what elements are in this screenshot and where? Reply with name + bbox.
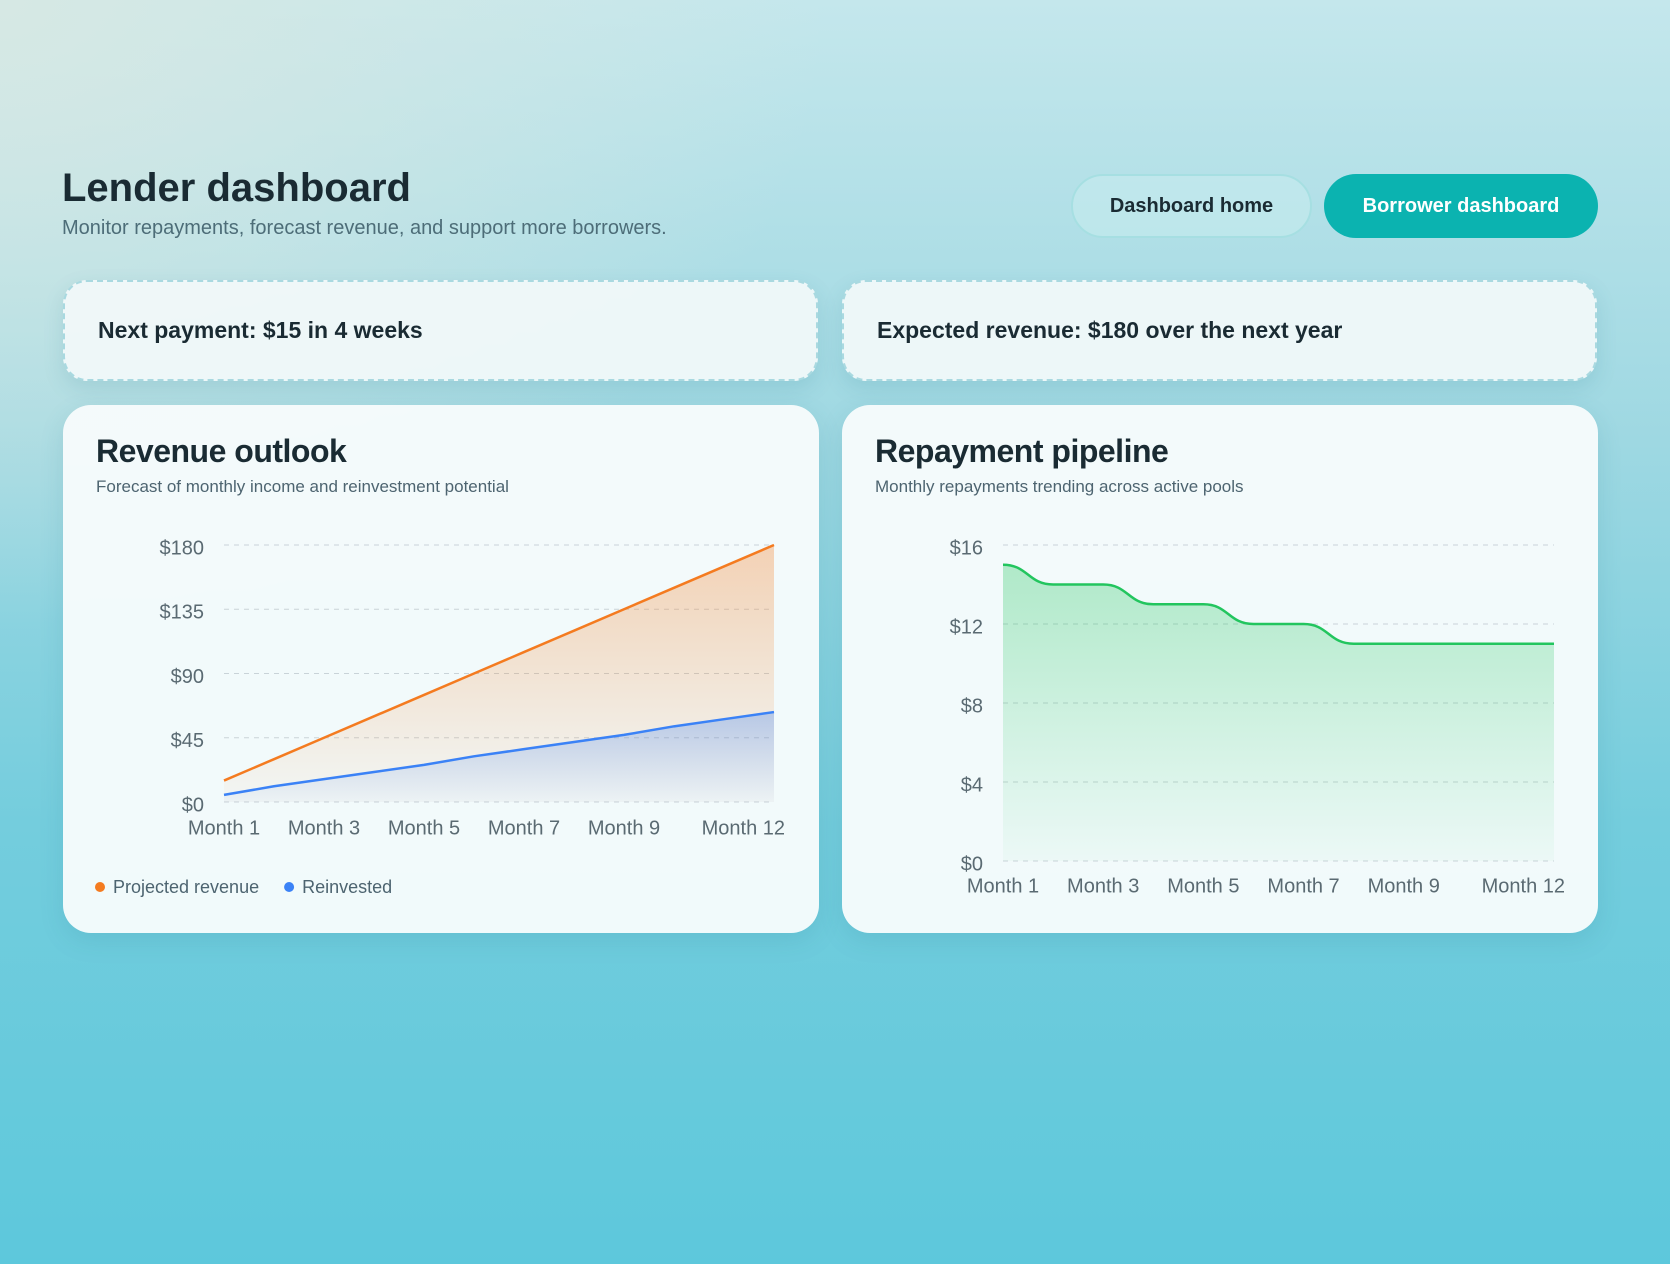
area-fill	[1003, 564, 1554, 861]
chart-title: Repayment pipeline	[875, 433, 1169, 469]
chart-card: Repayment pipeline Monthly repayments tr…	[842, 405, 1598, 933]
legend-marker	[95, 882, 105, 892]
x-tick-label: Month 1	[967, 875, 1039, 897]
x-tick-label: Month 3	[288, 817, 360, 839]
chart-subtitle: Monthly repayments trending across activ…	[875, 477, 1244, 496]
x-tick-label: Month 1	[188, 817, 260, 839]
legend-marker	[284, 882, 295, 892]
page-title: Lender dashboard	[62, 166, 411, 210]
x-tick-label: Month 9	[588, 817, 660, 839]
x-tick-label: Month 3	[1067, 875, 1139, 897]
x-tick-label: Month 5	[388, 817, 460, 839]
legend-label: Projected revenue	[113, 877, 259, 897]
chart: $0 $4 $8 $12 $16 Month 1 Month 3 Month 5 Month 7…	[950, 537, 1565, 897]
x-tick-label: Month 12	[1482, 875, 1565, 897]
y-tick-label: $0	[961, 853, 983, 875]
y-tick-label: $90	[171, 666, 204, 688]
x-tick-label: Month 7	[488, 817, 560, 839]
chart-subtitle: Forecast of monthly income and reinvestm…	[96, 477, 509, 496]
area-fill	[224, 712, 774, 802]
x-tick-label: Month 5	[1167, 875, 1239, 897]
y-tick-label: $180	[160, 537, 205, 559]
info-card: Next payment: $15 in 4 weeks	[63, 280, 818, 381]
chart-card: Revenue outlook Forecast of monthly inco…	[63, 405, 819, 933]
x-tick-label: Month 7	[1267, 875, 1339, 897]
y-tick-label: $8	[961, 695, 983, 717]
chart: $0 $45 $90 $135 $180 Month 1 Month 3 Month 5 Mon…	[95, 537, 785, 897]
y-tick-label: $0	[182, 794, 204, 816]
chart-title: Revenue outlook	[96, 433, 347, 469]
line	[223, 710, 775, 797]
y-tick-label: $45	[171, 730, 204, 752]
y-tick-label: $135	[160, 602, 205, 624]
x-tick-label: Month 9	[1368, 875, 1440, 897]
line	[1002, 563, 1554, 645]
y-tick-label: $4	[961, 774, 983, 796]
page-subtitle: Monitor repayments, forecast revenue, an…	[62, 217, 667, 239]
line	[223, 543, 775, 782]
nav-button[interactable]: Borrower dashboard	[1324, 174, 1598, 238]
y-tick-label: $12	[950, 616, 983, 638]
x-tick-label: Month 12	[702, 817, 785, 839]
nav-button[interactable]: Dashboard home	[1071, 174, 1312, 238]
legend-label: Reinvested	[302, 877, 392, 897]
info-card: Expected revenue: $180 over the next yea…	[842, 280, 1597, 381]
y-tick-label: $16	[950, 537, 983, 559]
